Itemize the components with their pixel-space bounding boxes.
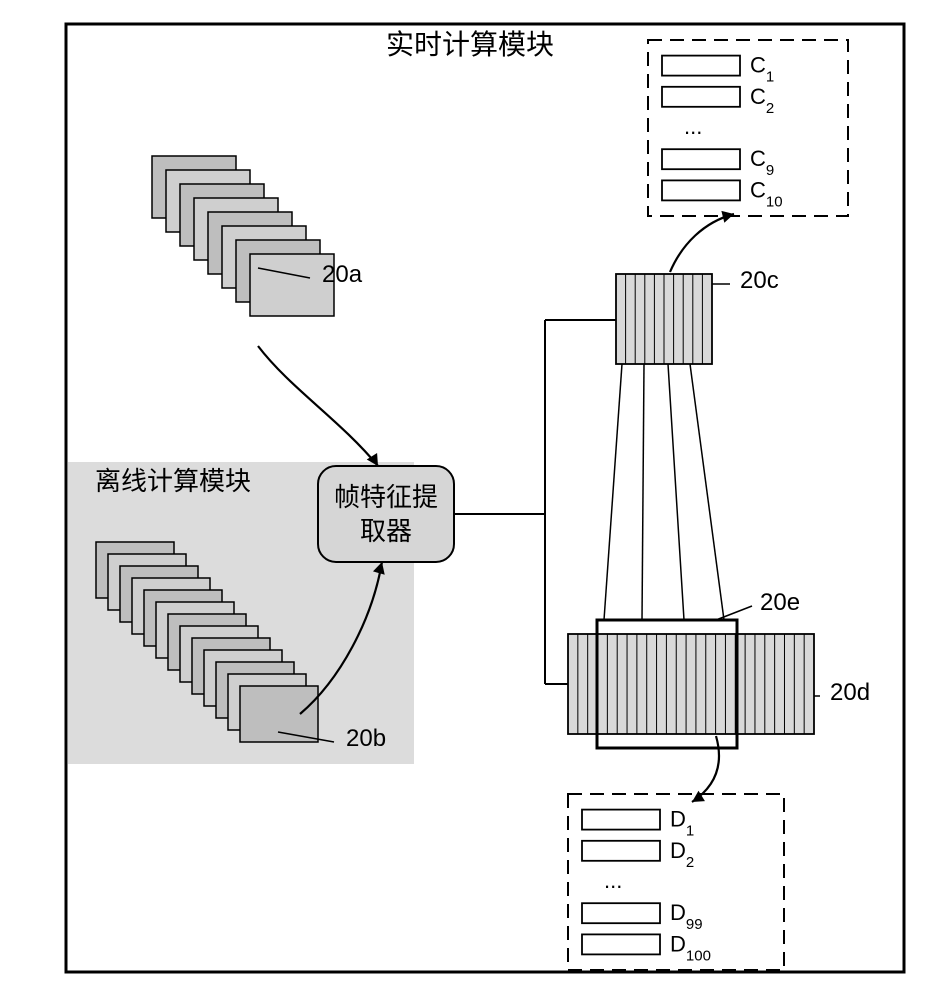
extractor-line2: 取器 bbox=[360, 516, 412, 546]
title-offline: 离线计算模块 bbox=[95, 466, 251, 496]
output-ellipsis: ... bbox=[684, 114, 702, 139]
ref-20d: 20d bbox=[830, 679, 870, 706]
title-realtime: 实时计算模块 bbox=[386, 29, 554, 60]
ref-20c: 20c bbox=[740, 267, 779, 294]
feature-extractor bbox=[318, 466, 454, 562]
output-ellipsis: ... bbox=[604, 868, 622, 893]
extractor-line1: 帧特征提 bbox=[334, 482, 438, 512]
ref-20e: 20e bbox=[760, 589, 800, 616]
ref-20b: 20b bbox=[346, 725, 386, 752]
ref-20a: 20a bbox=[322, 261, 363, 288]
feature-block-c bbox=[616, 274, 712, 364]
feature-block-d bbox=[568, 634, 814, 734]
